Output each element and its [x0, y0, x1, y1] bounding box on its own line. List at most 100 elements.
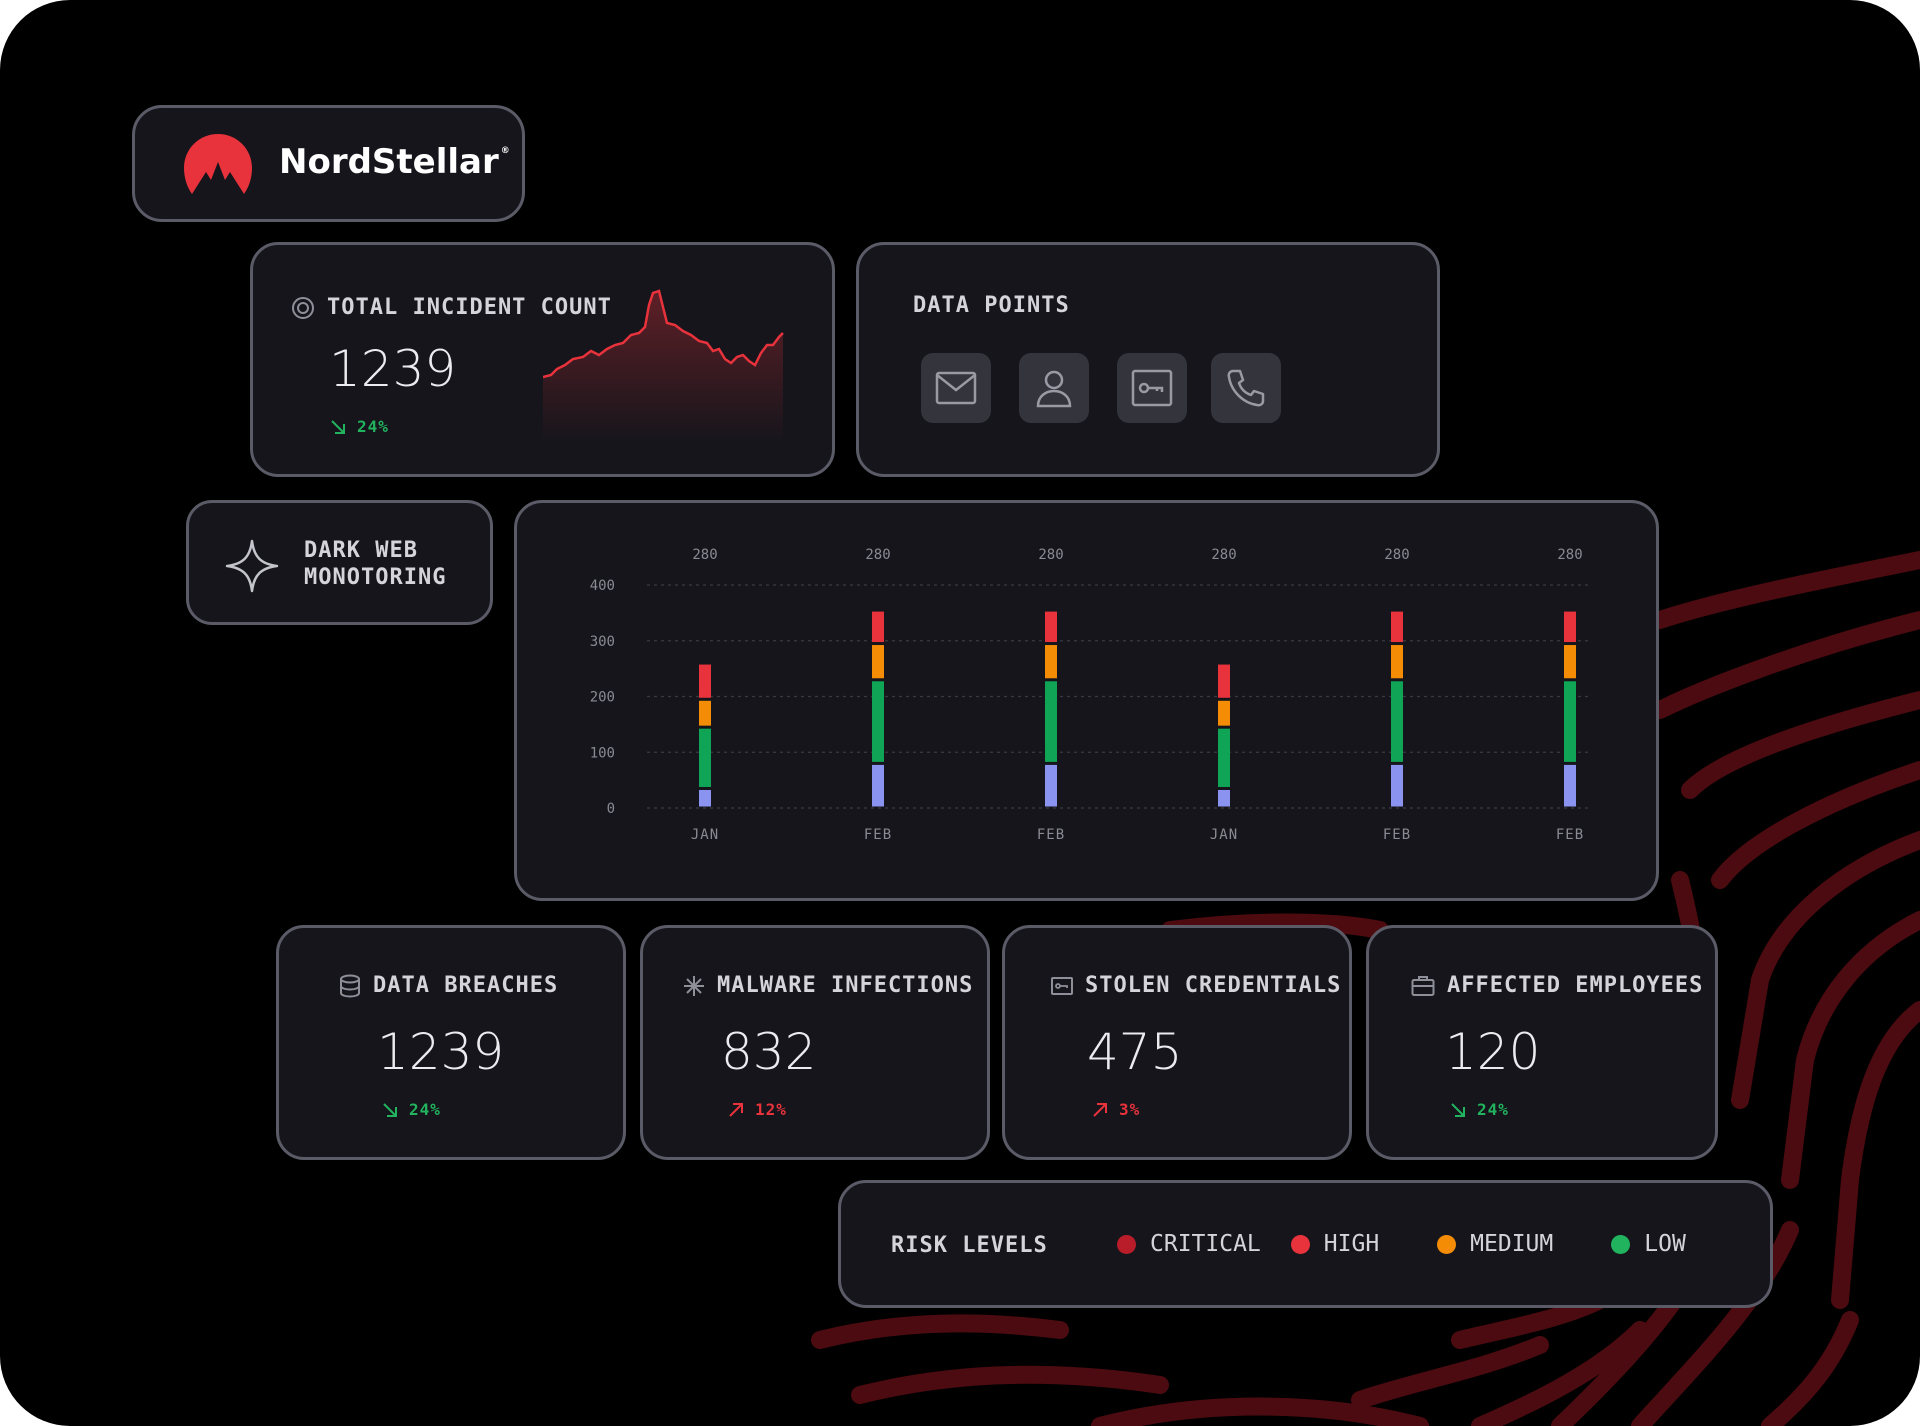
malware-trend: 12% [727, 1100, 787, 1119]
asterisk-icon [684, 975, 704, 996]
data-breaches-label: DATA BREACHES [373, 973, 559, 998]
bar-segment-critical [699, 664, 711, 698]
risk-levels-legend: RISK LEVELS CRITICAL HIGH MEDIUM LOW [838, 1180, 1773, 1308]
bar-segment-medium [1045, 681, 1057, 762]
brand-name-text: NordStellar [279, 142, 499, 182]
data-points-card[interactable]: DATA POINTS [856, 242, 1440, 477]
key-card-icon-button[interactable] [1117, 353, 1187, 423]
employees-value: 120 [1445, 1023, 1541, 1081]
bar-segment-low [1045, 764, 1057, 807]
legend-high[interactable]: HIGH [1290, 1231, 1379, 1257]
employees-trend-value: 24% [1477, 1100, 1509, 1119]
bar-top-label: 280 [692, 547, 717, 563]
x-tick-label: FEB [1383, 827, 1411, 843]
high-dot-icon [1290, 1234, 1310, 1254]
affected-employees-card[interactable]: AFFECTED EMPLOYEES 120 24% [1366, 925, 1718, 1160]
email-icon-button[interactable] [921, 353, 991, 423]
arrow-down-right-icon [383, 1102, 397, 1117]
bar-segment-high [1564, 645, 1576, 679]
y-tick-label: 300 [590, 634, 615, 650]
malware-trend-value: 12% [755, 1100, 787, 1119]
data-points-icons [921, 353, 1309, 423]
bar-segment-critical [1045, 611, 1057, 643]
sparkle-icon [225, 539, 279, 593]
risk-levels-title: RISK LEVELS [891, 1233, 1048, 1258]
bar-segment-critical [1564, 611, 1576, 643]
bar-segment-medium [872, 681, 884, 762]
bar-top-label: 280 [865, 547, 890, 563]
incident-trend: 24% [329, 417, 389, 436]
bar-segment-critical [872, 611, 884, 643]
y-tick-label: 100 [590, 745, 615, 761]
incident-sparkline [543, 289, 784, 445]
bar-segment-high [872, 645, 884, 679]
stolen-credentials-card[interactable]: STOLEN CREDENTIALS 475 3% [1002, 925, 1352, 1160]
bar-top-label: 280 [1211, 547, 1236, 563]
x-tick-label: JAN [691, 827, 719, 843]
incident-trend-value: 24% [357, 417, 389, 436]
stolen-trend: 3% [1091, 1100, 1140, 1119]
dark-web-monitoring-card[interactable]: DARK WEB MONOTORING [186, 500, 493, 625]
data-breaches-header: DATA BREACHES [339, 973, 558, 998]
legend-low-label: LOW [1644, 1231, 1686, 1257]
data-breaches-value: 1239 [377, 1023, 505, 1081]
x-tick-label: FEB [864, 827, 892, 843]
legend-medium[interactable]: MEDIUM [1437, 1231, 1553, 1257]
dark-web-label: DARK WEB MONOTORING [304, 537, 446, 591]
registered-mark: ® [500, 146, 510, 156]
bar-segment-critical [1218, 664, 1230, 698]
bar-top-label: 280 [1038, 547, 1063, 563]
dark-web-line1: DARK WEB [304, 538, 418, 563]
bar-segment-medium [699, 728, 711, 787]
y-tick-label: 400 [590, 578, 615, 594]
bar-segment-low [1218, 789, 1230, 807]
stolen-header: STOLEN CREDENTIALS [1051, 973, 1341, 998]
low-dot-icon [1611, 1234, 1631, 1254]
briefcase-icon [1411, 975, 1435, 996]
user-icon-button[interactable] [1019, 353, 1089, 423]
y-tick-label: 0 [607, 801, 615, 817]
legend-low[interactable]: LOW [1611, 1231, 1686, 1257]
bar-segment-high [699, 700, 711, 726]
bar-segment-critical [1391, 611, 1403, 643]
bar-segment-medium [1564, 681, 1576, 762]
bar-top-label: 280 [1384, 547, 1409, 563]
bar-segment-low [1391, 764, 1403, 807]
arrow-down-right-icon [1451, 1102, 1465, 1117]
bar-segment-medium [1391, 681, 1403, 762]
stolen-label: STOLEN CREDENTIALS [1085, 973, 1342, 998]
stolen-value: 475 [1087, 1023, 1183, 1081]
bar-segment-low [1564, 764, 1576, 807]
email-icon [935, 371, 977, 405]
brand-logo-card[interactable]: NordStellar ® [132, 105, 525, 222]
bar-segment-high [1218, 700, 1230, 726]
data-breaches-trend-value: 24% [409, 1100, 441, 1119]
target-icon [292, 296, 314, 319]
medium-dot-icon [1437, 1234, 1457, 1254]
bar-segment-high [1045, 645, 1057, 679]
data-points-label: DATA POINTS [913, 293, 1070, 318]
x-tick-label: JAN [1210, 827, 1238, 843]
arrow-up-right-icon [1093, 1102, 1107, 1117]
employees-trend: 24% [1449, 1100, 1509, 1119]
bar-segment-medium [1218, 728, 1230, 787]
employees-header: AFFECTED EMPLOYEES [1411, 973, 1703, 998]
bar-segment-low [699, 789, 711, 807]
phone-icon [1227, 369, 1265, 407]
data-breaches-card[interactable]: DATA BREACHES 1239 24% [276, 925, 626, 1160]
malware-value: 832 [721, 1023, 817, 1081]
incident-label: TOTAL INCIDENT COUNT [327, 295, 612, 320]
legend-critical[interactable]: CRITICAL [1117, 1231, 1261, 1257]
legend-medium-label: MEDIUM [1470, 1231, 1554, 1257]
incident-header: TOTAL INCIDENT COUNT [291, 295, 612, 320]
risk-legend-items: CRITICAL HIGH MEDIUM LOW [1117, 1231, 1686, 1257]
employees-label: AFFECTED EMPLOYEES [1447, 973, 1704, 998]
data-breaches-trend: 24% [381, 1100, 441, 1119]
brand-name: NordStellar ® [279, 142, 510, 182]
stolen-trend-value: 3% [1119, 1100, 1141, 1119]
total-incident-card[interactable]: TOTAL INCIDENT COUNT 1239 24% [250, 242, 835, 477]
malware-infections-card[interactable]: MALWARE INFECTIONS 832 12% [640, 925, 990, 1160]
malware-label: MALWARE INFECTIONS [717, 973, 974, 998]
phone-icon-button[interactable] [1211, 353, 1281, 423]
